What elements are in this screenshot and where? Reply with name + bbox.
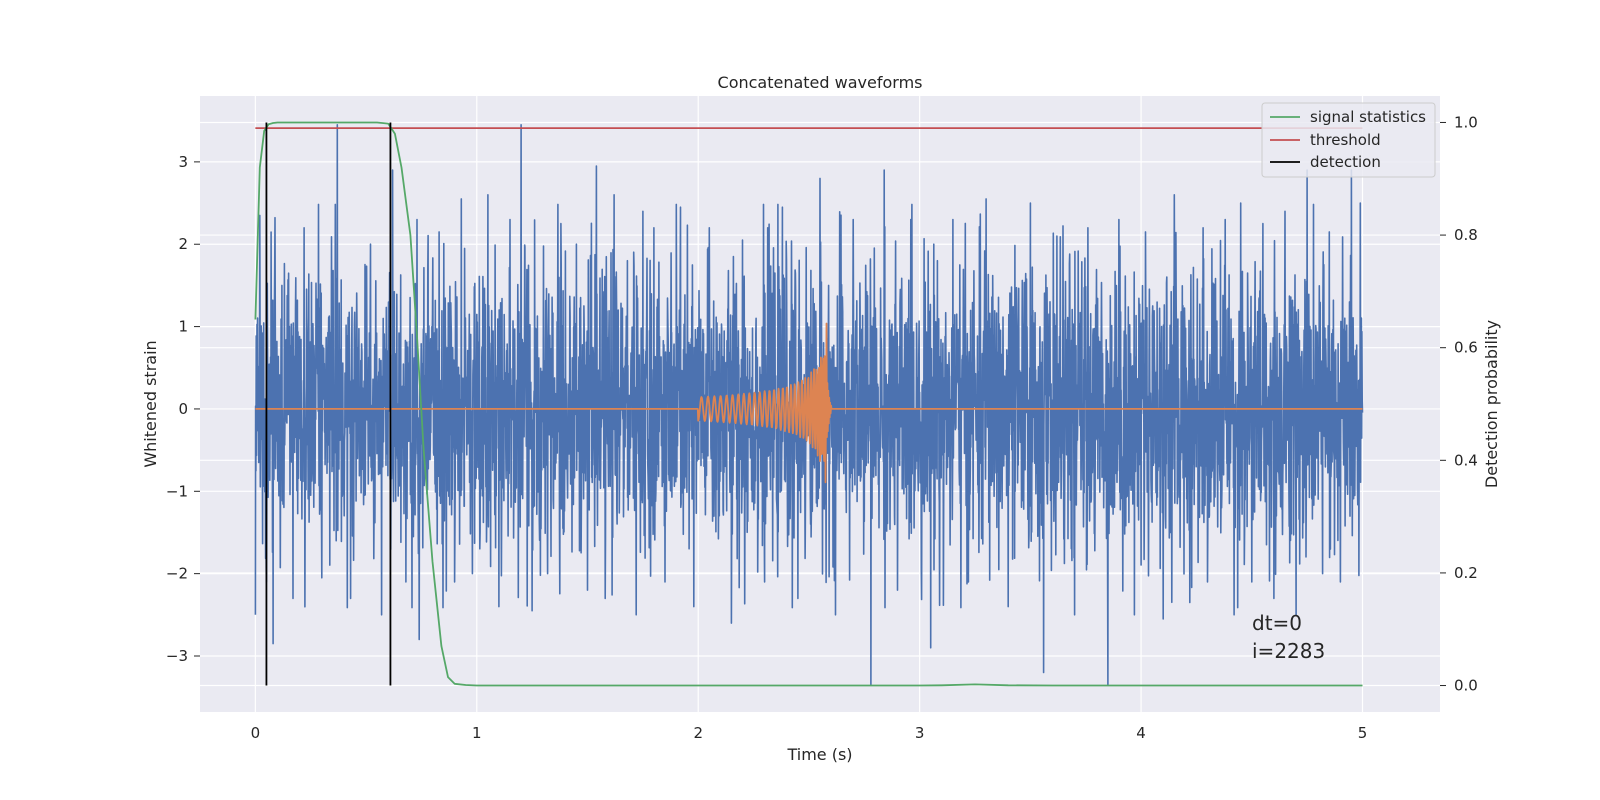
signal-statistics-line [254,121,1363,687]
y-tick-label: −1 [166,482,188,500]
legend-label-threshold: threshold [1310,131,1381,149]
x-tick-label: 1 [472,724,482,742]
annotation-i: i=2283 [1252,639,1325,663]
y2-tick-label: 0.2 [1454,564,1478,582]
legend-label-signal-statistics: signal statistics [1310,108,1426,126]
y-tick-label: 0 [178,400,188,418]
y-axis-label: Whitened strain [141,340,160,467]
legend-box [1261,102,1436,178]
y2-tick-label: 1.0 [1454,113,1478,131]
x-tick-label: 0 [251,724,261,742]
whitened-strain-line [254,124,1364,686]
x-tick-label: 3 [915,724,925,742]
y2-tick-label: 0.8 [1454,226,1478,244]
series-layer [254,121,1364,687]
y-tick-label: −2 [166,565,188,583]
y-tick-label: 3 [178,153,188,171]
y2-axis-label: Detection probability [1482,320,1501,488]
x-tick-label: 2 [693,724,703,742]
template-line [254,322,1363,484]
x-tick-label: 5 [1358,724,1368,742]
y-tick-label: 1 [178,318,188,336]
y2-tick-label: 0.6 [1454,339,1478,357]
y2-tick-label: 0.0 [1454,677,1478,695]
chart-title: Concatenated waveforms [718,73,923,92]
legend: signal statistics threshold detection [1261,102,1436,178]
y-tick-label: −3 [166,647,188,665]
x-axis-label: Time (s) [786,745,852,764]
y2-tick-label: 0.4 [1454,451,1478,469]
ticks: 0 1 2 3 4 5 −3 −2 −1 0 1 2 3 0.0 0.2 0.4 0.6 0.8 1.0 [166,113,1478,742]
x-tick-label: 4 [1136,724,1146,742]
legend-label-detection: detection [1310,153,1381,171]
annotation-dt: dt=0 [1252,611,1302,635]
y-tick-label: 2 [178,235,188,253]
